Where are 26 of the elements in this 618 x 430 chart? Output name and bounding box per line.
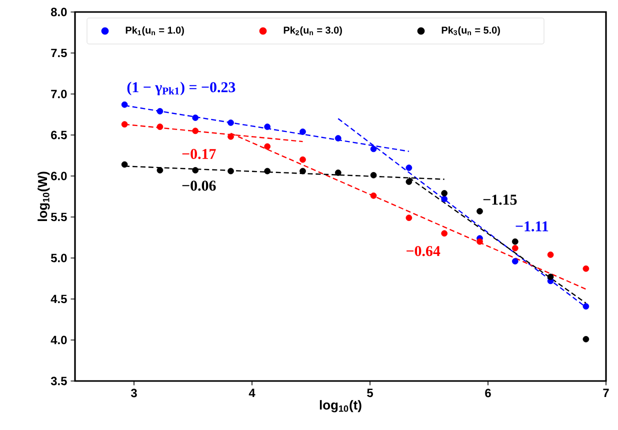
annotation: −1.11 [516,221,548,232]
annotation: −0.17 [182,148,216,160]
legend-label: Pk$_{1}$(u$_{n}$ = 1.0) [126,26,184,36]
x-tick-label: 7 [603,388,609,397]
y-tick-label: 4.5 [50,294,67,304]
y-tick-label: 5.5 [50,212,67,222]
y-tick-label: 7.0 [51,90,67,98]
x-axis-title: log$_{10}$(t) [320,400,362,412]
y-tick-label: 3.5 [50,376,67,386]
x-tick-label: 6 [485,388,491,398]
y-tick-label: 6.0 [51,172,67,180]
annotation: −0.64 [406,246,440,256]
x-tick-label: 3 [130,388,137,398]
annotation: −0.06 [182,180,216,191]
x-tick-label: 5 [367,388,373,398]
y-tick-label: 8.0 [50,8,67,16]
y-tick-label: 5.0 [50,254,67,262]
annotation: −1.15 [483,194,517,205]
x-tick-label: 4 [248,388,256,397]
legend-label: Pk$_{3}$(u$_{n}$ = 5.0) [442,26,500,36]
annotation: (1 − γ$_{Pk1}$) = −0.23 [127,82,236,96]
y-tick-label: 4.0 [50,336,67,344]
y-axis-title: log$_{10}$(W) [38,172,50,222]
legend-label: Pk$_{2}$(u$_{n}$ = 3.0) [284,26,342,36]
y-tick-label: 6.5 [51,130,67,140]
y-tick-label: 7.5 [51,48,67,58]
